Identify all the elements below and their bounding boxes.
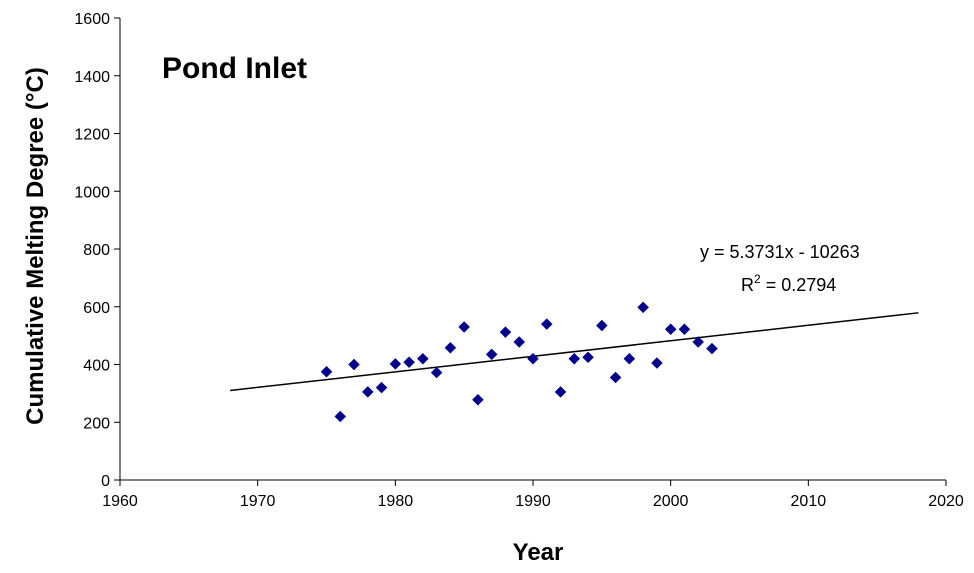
data-point (389, 358, 402, 370)
y-tick-label: 400 (83, 358, 110, 375)
data-point (664, 323, 677, 336)
data-point (320, 365, 333, 378)
x-tick-label: 1980 (378, 493, 414, 510)
data-point (444, 341, 457, 354)
data-point (430, 366, 443, 379)
data-point (609, 371, 622, 384)
r-squared-symbol: R (741, 275, 754, 295)
y-tick-label: 600 (83, 300, 110, 317)
data-point (595, 319, 608, 332)
r-squared-label: R2 = 0.2794 (741, 272, 836, 295)
data-point (582, 351, 594, 364)
data-point (554, 386, 567, 398)
data-point (637, 301, 649, 314)
x-axis-title: Year (513, 539, 564, 566)
data-point (417, 352, 429, 365)
y-axis-ticks: 0 200 400 600 800 1000 1200 1400 1600 (74, 11, 120, 490)
data-point (361, 386, 374, 398)
data-point (334, 410, 347, 423)
y-tick-label: 1600 (74, 11, 110, 28)
r-squared-superscript: 2 (754, 272, 761, 286)
trendline (230, 312, 919, 392)
y-tick-label: 800 (83, 242, 110, 259)
x-axis-ticks: 1960 1970 1980 1990 2000 2010 2020 (102, 480, 964, 510)
y-tick-label: 1000 (74, 184, 110, 201)
y-tick-label: 200 (83, 415, 110, 432)
x-tick-label: 1990 (515, 493, 551, 510)
data-point (568, 352, 581, 365)
data-point (485, 348, 498, 361)
data-point (692, 336, 705, 348)
data-point (472, 393, 484, 406)
y-tick-label: 0 (101, 473, 110, 490)
data-point (513, 336, 526, 348)
x-tick-label: 1970 (240, 493, 276, 510)
data-point (623, 352, 636, 365)
x-tick-label: 2000 (653, 493, 689, 510)
data-point (403, 356, 415, 369)
data-point (540, 318, 553, 330)
chart-title: Pond Inlet (162, 52, 307, 85)
x-tick-label: 2020 (928, 493, 964, 510)
data-point (348, 358, 360, 371)
r-squared-value: = 0.2794 (761, 275, 837, 295)
data-point (499, 326, 512, 339)
data-point (678, 323, 691, 336)
x-tick-label: 2010 (791, 493, 827, 510)
data-point (527, 352, 539, 365)
data-point (706, 342, 718, 355)
trendline-equation: y = 5.3731x - 10263 (700, 242, 860, 262)
data-point (651, 357, 663, 369)
data-point (458, 321, 471, 333)
y-tick-label: 1400 (74, 69, 110, 86)
data-point (375, 381, 388, 394)
y-axis-title: Cumulative Melting Degree (°C) (22, 67, 49, 425)
data-points (320, 301, 718, 423)
y-tick-label: 1200 (74, 127, 110, 144)
x-tick-label: 1960 (102, 493, 138, 510)
